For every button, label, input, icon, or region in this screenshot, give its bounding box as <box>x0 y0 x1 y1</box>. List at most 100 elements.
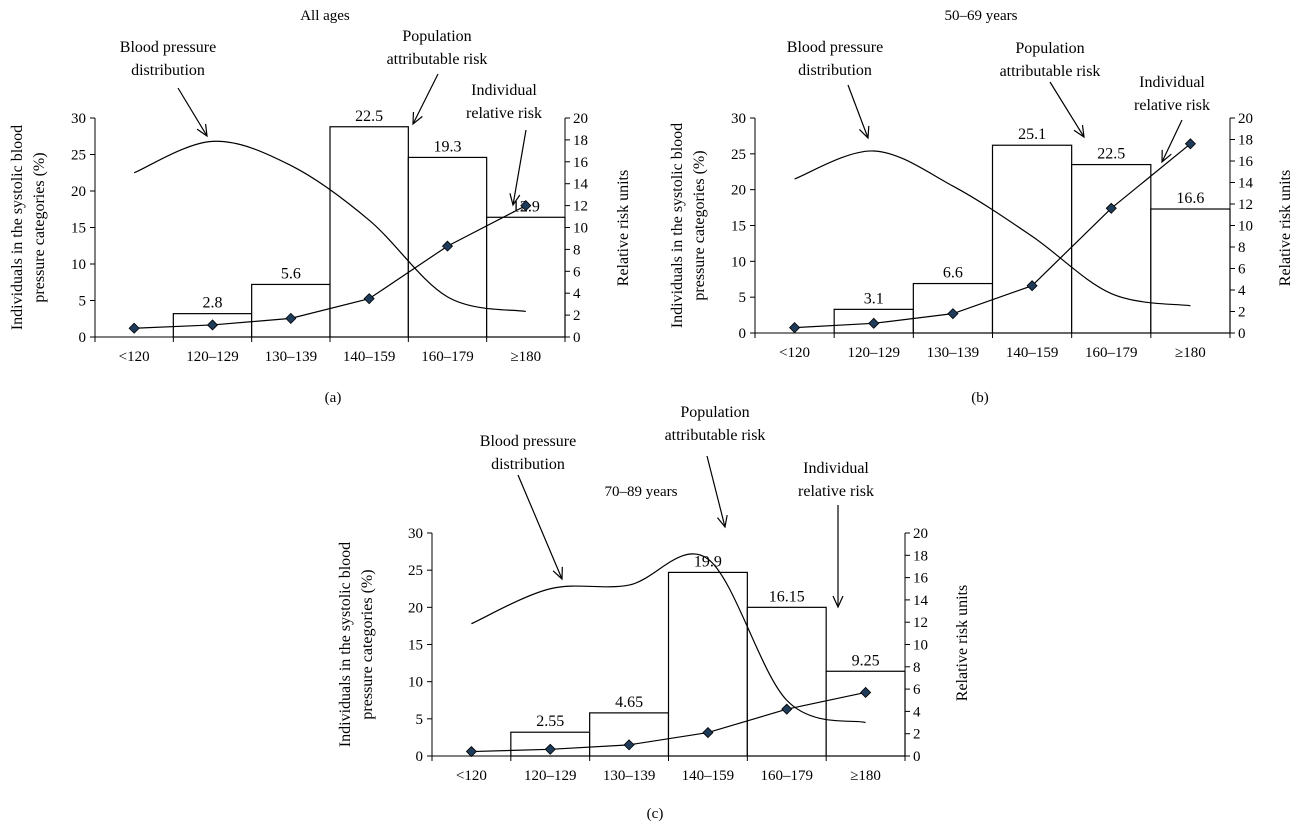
y-tick-label: 5 <box>416 712 424 728</box>
y-axis-title: Individuals in the systolic blood pressur… <box>669 123 708 328</box>
y2-tick-label: 4 <box>913 704 921 720</box>
y2-tick-label: 14 <box>573 177 589 193</box>
bar-data-label: 19.3 <box>434 138 462 155</box>
x-tick-label: ≥180 <box>850 768 881 784</box>
annotation-arrow <box>706 455 726 528</box>
bar-data-label: 9.25 <box>852 652 880 669</box>
y2-tick-label: 20 <box>573 111 588 127</box>
y2-tick-label: 6 <box>573 264 581 280</box>
y2-tick-label: 0 <box>573 330 581 346</box>
bar <box>825 670 906 757</box>
y-axis-title-line: pressure categories (%) <box>691 150 708 300</box>
chart-title: All ages <box>300 8 350 24</box>
annotation-text: Population <box>680 404 749 421</box>
x-tick-label: 120–129 <box>524 768 577 784</box>
panel-label: (c) <box>647 806 664 822</box>
annotation-text: Individual <box>471 82 537 99</box>
y2-tick-label: 12 <box>573 199 588 215</box>
annotation-text: distribution <box>798 62 872 79</box>
bar-data-label: 4.65 <box>615 694 643 711</box>
relative-risk-marker <box>789 322 801 334</box>
relative-risk-marker <box>206 319 219 331</box>
x-tick-label: <120 <box>779 345 810 361</box>
y2-tick-label: 14 <box>913 593 929 609</box>
annotation-arrow <box>412 73 439 125</box>
relative-risk-marker <box>623 739 635 751</box>
y2-axis-title: Relative risk units <box>954 585 971 701</box>
distribution-curve <box>133 140 526 313</box>
y2-tick-label: 4 <box>1238 283 1246 299</box>
y-tick-label: 20 <box>731 183 746 199</box>
relative-risk-marker <box>128 322 140 334</box>
x-tick-label: 130–139 <box>603 768 656 784</box>
chart-panel-3: 70–89 years (c) 0 5 10 15 20 25 30 0 2 4 6 8 10 12 14 16 1… <box>337 404 971 822</box>
annotation-text: relative risk <box>798 483 874 500</box>
bar-data-label: 3.1 <box>864 290 884 307</box>
relative-risk-line <box>794 143 1191 329</box>
y2-tick-label: 4 <box>573 286 581 302</box>
y-tick-label: 10 <box>71 257 86 273</box>
bar-data-label: 2.8 <box>203 295 223 312</box>
annotation-arrowhead <box>859 125 870 140</box>
annotation-text: Individual <box>803 460 869 477</box>
chart-panel-1: All ages (a) 0 5 10 15 20 25 30 0 2 4 6 8 10 12 14 16 18 20… <box>9 8 632 406</box>
y2-tick-label: 8 <box>1238 240 1246 256</box>
y2-tick-label: 2 <box>1238 305 1246 321</box>
annotation-arrowhead <box>509 193 521 207</box>
bar-data-label: 2.55 <box>536 713 564 730</box>
y2-tick-label: 0 <box>913 749 921 765</box>
x-tick-label: 160–179 <box>761 768 814 784</box>
relative-risk-marker <box>1026 280 1038 292</box>
x-tick-label: 140–159 <box>682 768 735 784</box>
annotation-arrowhead <box>832 595 844 609</box>
annotation-arrowhead <box>412 111 423 126</box>
y-axis-title-line: Individuals in the systolic blood <box>9 125 26 330</box>
y2-tick-label: 10 <box>573 221 588 237</box>
y-axis-title-line: Individuals in the systolic blood <box>669 123 686 328</box>
annotation-arrowhead <box>1161 149 1172 164</box>
y-tick-label: 20 <box>408 600 423 616</box>
relative-risk-marker <box>702 727 714 739</box>
y2-tick-label: 6 <box>913 682 921 698</box>
bar-data-label: 16.6 <box>1176 190 1204 207</box>
y-tick-label: 25 <box>408 563 423 579</box>
y-axis-title-line: pressure categories (%) <box>31 152 48 302</box>
y-tick-label: 20 <box>71 184 86 200</box>
annotation-arrow <box>847 84 869 139</box>
annotation-text: attributable risk <box>665 427 766 444</box>
y-axis-title: Individuals in the systolic blood pressur… <box>337 542 376 747</box>
chart-panel-2: 50–69 years (b) 0 5 10 15 20 25 30 0 2 4 6 8 10 12 14 16 1… <box>669 8 1294 406</box>
x-tick-label: <120 <box>456 768 487 784</box>
annotation-text: distribution <box>491 456 565 473</box>
bar <box>486 216 566 338</box>
annotation-text: Blood pressure <box>787 39 883 56</box>
x-tick-label: ≥180 <box>510 349 541 365</box>
y2-tick-label: 16 <box>573 155 589 171</box>
y-axis-title-line: pressure categories (%) <box>359 569 376 719</box>
annotation-arrowhead <box>1073 124 1085 139</box>
y-tick-label: 10 <box>408 675 423 691</box>
relative-risk-line <box>471 691 866 753</box>
annotation-text: attributable risk <box>387 51 488 68</box>
relative-risk-marker <box>860 686 872 699</box>
x-tick-label: ≥180 <box>1175 345 1206 361</box>
annotation-text: relative risk <box>1134 97 1210 114</box>
y-tick-label: 15 <box>731 219 746 235</box>
annotation-arrowhead <box>716 515 728 529</box>
annotation-arrow <box>512 129 527 206</box>
annotation-arrow <box>1161 119 1183 163</box>
y-tick-label: 30 <box>731 111 746 127</box>
y-tick-label: 15 <box>71 221 86 237</box>
bar-data-label: 22.5 <box>1097 146 1125 163</box>
x-tick-label: 130–139 <box>927 345 980 361</box>
annotation-text: Individual <box>1139 74 1205 91</box>
bar <box>991 144 1073 334</box>
annotation-text: attributable risk <box>1000 63 1101 80</box>
bar-data-label: 6.6 <box>943 265 963 282</box>
y-tick-label: 5 <box>79 294 87 310</box>
annotation-text: relative risk <box>466 105 542 122</box>
bar-data-label: 5.6 <box>281 265 301 282</box>
y2-axis-title: Relative risk units <box>1277 170 1294 286</box>
y2-tick-label: 18 <box>1238 133 1253 149</box>
y2-axis-title: Relative risk units <box>615 170 632 286</box>
